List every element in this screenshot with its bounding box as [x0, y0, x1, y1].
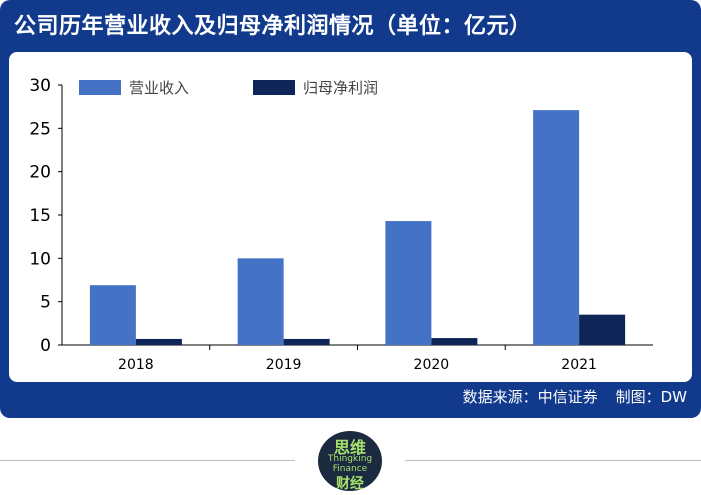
bar-net-profit — [283, 338, 330, 345]
y-tick-label: 30 — [29, 76, 51, 96]
bar-revenue — [89, 285, 136, 345]
bar-revenue — [237, 258, 284, 345]
legend-swatch — [253, 80, 295, 95]
y-tick-label: 25 — [29, 119, 51, 139]
x-tick-label: 2020 — [414, 357, 450, 373]
bar-net-profit — [579, 314, 626, 345]
chart-frame: 公司历年营业收入及归母净利润情况（单位：亿元） 0 5 10 15 20 25 30 2018… — [0, 0, 701, 418]
x-tick-label: 2018 — [118, 357, 154, 373]
y-tick-label: 5 — [40, 293, 51, 313]
y-tick-label: 0 — [40, 336, 51, 356]
chart-credit: 制图：DW — [615, 388, 687, 406]
bar-net-profit — [431, 338, 478, 345]
thinking-finance-logo: 思维 Thingking Finance 财经 — [318, 431, 382, 491]
x-tick-label: 2019 — [266, 357, 302, 373]
y-tick-label: 10 — [29, 249, 51, 269]
bar-revenue — [385, 221, 432, 345]
y-tick-label: 15 — [29, 206, 51, 226]
legend-label: 归母净利润 — [303, 79, 378, 97]
legend-label: 营业收入 — [129, 79, 189, 97]
bar-net-profit — [135, 338, 182, 345]
legend-swatch — [79, 80, 121, 95]
footer-note: 数据来源：中信证券 制图：DW — [463, 386, 687, 407]
left-divider — [0, 460, 295, 461]
chart-title: 公司历年营业收入及归母净利润情况（单位：亿元） — [14, 14, 532, 39]
data-source: 数据来源：中信证券 — [462, 388, 598, 406]
x-tick-label: 2021 — [561, 357, 597, 373]
bar-revenue — [533, 110, 580, 345]
right-divider — [405, 460, 701, 461]
y-tick-label: 20 — [29, 163, 51, 183]
bar-chart: 0 5 10 15 20 25 30 2018 2019 2020 2021 营业收入 归母净利润 — [29, 76, 653, 373]
chart-panel: 0 5 10 15 20 25 30 2018 2019 2020 2021 营业收入 归母净利润 — [9, 52, 692, 382]
